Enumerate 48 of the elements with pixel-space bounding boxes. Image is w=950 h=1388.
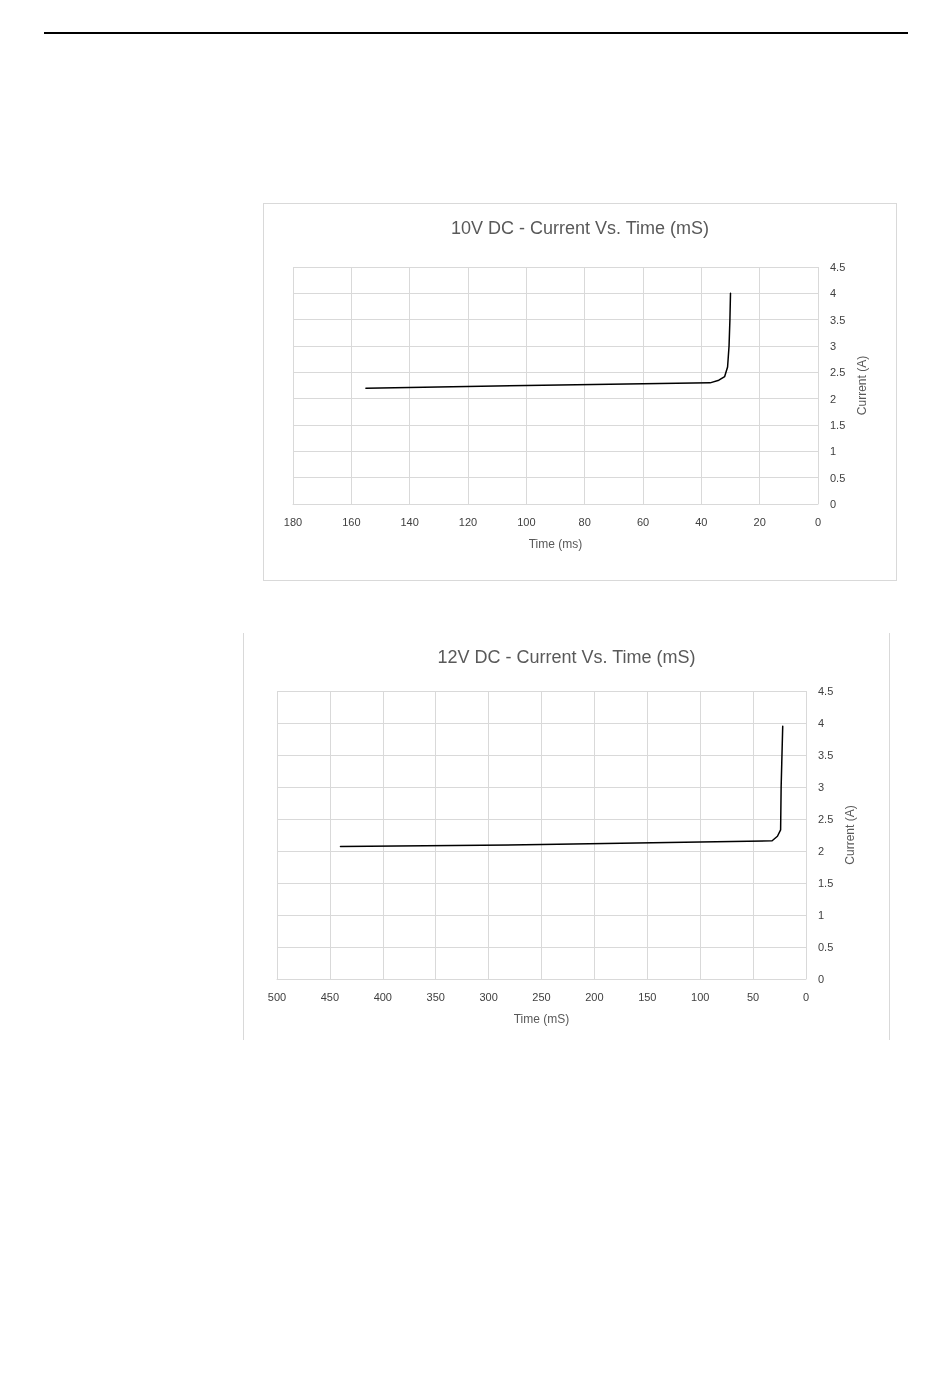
x-tick-label: 20 [753,515,766,528]
x-tick-label: 200 [585,990,604,1003]
y-tick-label: 3 [830,340,837,352]
y-tick-label: 3.5 [830,313,846,326]
x-tick-label: 400 [373,990,392,1003]
y-tick-label: 4 [818,717,825,729]
x-tick-label: 60 [636,515,650,528]
y-tick-label: 1 [830,445,837,458]
x-tick-label: 150 [638,990,657,1003]
y-tick-label: 4 [830,287,837,300]
y-tick-label: 2 [818,845,825,857]
y-tick-label: 1 [818,909,825,921]
x-tick-label: 120 [458,515,478,528]
x-tick-label: 300 [479,990,498,1003]
x-axis-title: Time (mS) [513,1012,570,1026]
y-tick-label: 1.5 [830,419,846,431]
x-tick-label: 350 [426,990,445,1003]
x-tick-label: 140 [400,515,419,528]
x-tick-label: 180 [283,515,303,528]
x-tick-label: 100 [691,990,710,1003]
x-tick-label: 100 [517,515,536,528]
y-tick-label: 2.5 [818,813,834,825]
y-tick-label: 1.5 [818,877,834,889]
y-tick-label: 0 [830,498,837,510]
x-tick-label: 80 [578,515,591,528]
y-tick-label: 0.5 [830,471,846,484]
y-tick-label: 0 [818,973,825,985]
y-tick-label: 4.5 [818,685,834,697]
y-tick-label: 2.5 [830,366,846,379]
y-tick-label: 2 [830,392,837,405]
line-series [339,725,784,848]
y-tick-label: 3 [818,781,825,793]
chart-title: 12V DC - Current Vs. Time (mS) [437,647,696,667]
x-tick-label: 500 [267,990,287,1003]
x-tick-label: 0 [802,990,810,1003]
x-tick-label: 250 [532,990,551,1003]
x-tick-label: 160 [342,515,361,528]
y-axis-title: Current (A) [855,355,870,416]
y-tick-label: 3.5 [818,749,834,761]
y-tick-label: 4.5 [830,261,846,273]
y-axis-title: Current (A) [843,805,858,865]
chart-title: 10V DC - Current Vs. Time (mS) [450,218,710,238]
x-tick-label: 50 [746,990,760,1003]
x-axis-title: Time (ms) [528,537,583,551]
y-tick-label: 0.5 [818,941,834,953]
line-series [365,292,732,389]
x-tick-label: 40 [695,515,708,528]
x-tick-label: 450 [320,990,340,1003]
